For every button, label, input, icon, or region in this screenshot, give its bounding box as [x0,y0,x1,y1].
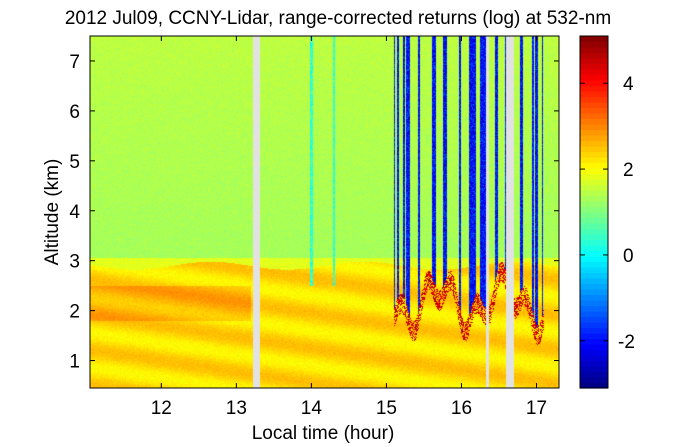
colorbar-swatch [580,261,608,268]
colorbar-swatch [580,366,608,373]
colorbar-swatch [580,69,608,76]
y-tick-label: 5 [69,152,80,173]
colorbar-swatch [580,250,608,257]
colorbar-swatch [580,239,608,246]
heatmap-image [90,36,559,388]
x-axis: 12 13 14 15 16 17 [151,36,547,419]
plot-frame [89,35,560,389]
colorbar [579,35,609,389]
colorbar-swatch [580,118,608,125]
colorbar-swatch [580,168,608,175]
colorbar-swatch [580,377,608,384]
x-axis-label: Local time (hour) [252,423,395,444]
colorbar-swatch [580,58,608,65]
y-tick-label: 4 [69,202,80,223]
x-tick-label: 13 [226,398,247,419]
y-axis: 1 2 3 4 5 6 7 [69,52,559,373]
colorbar-swatch [580,41,608,48]
colorbar-tick-label: 2 [623,160,634,181]
y-tick-label: 3 [69,252,80,273]
colorbar-swatch [580,322,608,329]
colorbar-swatch [580,85,608,92]
colorbar-swatch [580,333,608,340]
colorbar-swatch [580,96,608,103]
colorbar-swatch [580,305,608,312]
colorbar-swatch [580,151,608,158]
colorbar-swatch [580,195,608,202]
colorbar-swatch [580,52,608,59]
chart-title: 2012 Jul09, CCNY-Lidar, range-corrected … [65,8,611,29]
x-tick-label: 14 [301,398,323,419]
colorbar-swatch [580,107,608,114]
colorbar-swatch [580,316,608,323]
colorbar-swatch [580,140,608,147]
colorbar-swatch [580,289,608,296]
colorbar-swatch [580,201,608,208]
colorbar-swatch [580,47,608,54]
colorbar-swatch [580,162,608,169]
colorbar-swatch [580,371,608,378]
colorbar-swatch [580,157,608,164]
colorbar-swatch [580,283,608,290]
colorbar-swatch [580,355,608,362]
colorbar-swatch [580,36,608,43]
colorbar-swatch [580,74,608,81]
colorbar-swatch [580,349,608,356]
x-tick-label: 12 [151,398,172,419]
colorbar-swatch [580,245,608,252]
colorbar-tick-label: -2 [618,332,635,353]
colorbar-swatch [580,267,608,274]
x-tick-label: 16 [451,398,472,419]
lidar-heatmap [90,36,559,388]
colorbar-tick-label: 4 [623,74,634,95]
colorbar-swatch [580,327,608,334]
colorbar-swatch [580,256,608,263]
y-tick-label: 7 [69,52,80,73]
colorbar-swatch [580,173,608,180]
colorbar-swatch [580,135,608,142]
y-tick-label: 1 [69,352,80,373]
colorbar-frame [579,35,609,389]
colorbar-swatch [580,129,608,136]
colorbar-swatch [580,184,608,191]
colorbar-swatch [580,146,608,153]
colorbar-swatch [580,190,608,197]
colorbar-swatch [580,272,608,279]
colorbar-swatch [580,228,608,235]
colorbar-swatch [580,217,608,224]
colorbar-swatch [580,311,608,318]
colorbar-swatch [580,124,608,131]
colorbar-swatch [580,382,608,389]
colorbar-swatch [580,223,608,230]
colorbar-swatch [580,360,608,367]
colorbar-ticks: -2 0 2 4 [580,74,635,353]
colorbar-swatch [580,63,608,70]
y-axis-label: Altitude (km) [42,159,63,266]
colorbar-swatch [580,206,608,213]
colorbar-swatch [580,179,608,186]
y-tick-label: 2 [69,302,80,323]
colorbar-swatch [580,234,608,241]
colorbar-swatch [580,113,608,120]
colorbar-swatch [580,338,608,345]
colorbar-swatch [580,91,608,98]
x-tick-label: 17 [526,398,547,419]
colorbar-swatch [580,344,608,351]
colorbar-swatch [580,212,608,219]
colorbar-tick-label: 0 [623,246,634,267]
colorbar-swatch [580,300,608,307]
x-tick-label: 15 [376,398,397,419]
colorbar-swatch [580,80,608,87]
colorbar-swatch [580,102,608,109]
colorbar-swatch [580,278,608,285]
colorbar-swatch [580,294,608,301]
y-tick-label: 6 [69,102,80,123]
